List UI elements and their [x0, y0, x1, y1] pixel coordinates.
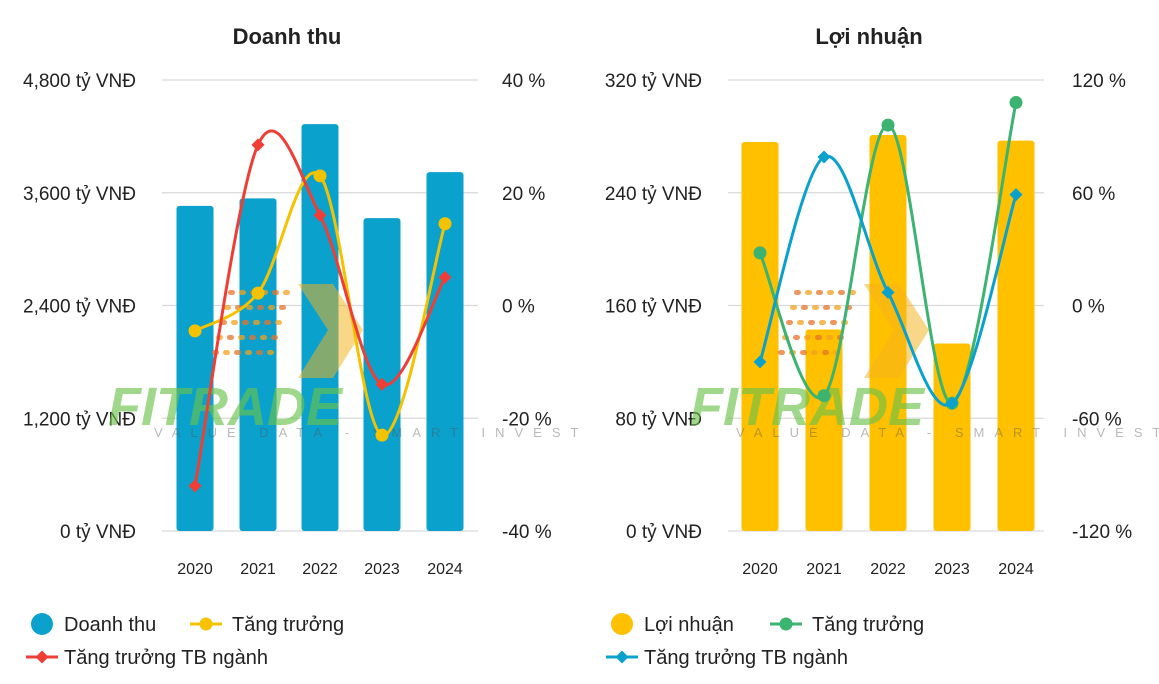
bar: [239, 198, 277, 531]
watermark-brand: FITRADE: [108, 377, 344, 437]
chart-panel-1: Doanh thu 0 tỷ VNĐ -40 % 1,200 tỷ VNĐ -20 % 2…: [23, 24, 588, 669]
x-axis-tick-label: 2024: [998, 561, 1034, 578]
left-axis-tick-label: 80 tỷ VNĐ: [615, 409, 702, 430]
data-point: [817, 389, 831, 403]
right-axis-tick-label: 120 %: [1072, 71, 1126, 92]
data-point: [1009, 188, 1023, 202]
watermark-tagline: VALUE DATA - SMART INVEST: [736, 425, 1159, 440]
bar: [363, 218, 401, 531]
data-point: [881, 285, 895, 299]
data-point: [753, 355, 767, 369]
right-axis-tick-label: -20 %: [502, 409, 552, 430]
x-axis-tick-label: 2021: [240, 561, 276, 578]
legend-label: Lợi nhuận: [644, 614, 734, 636]
left-axis-tick-label: 2,400 tỷ VNĐ: [23, 297, 136, 318]
data-point: [945, 396, 959, 410]
chart-title: Lợi nhuận: [815, 24, 922, 49]
data-point: [1009, 96, 1023, 110]
data-point: [251, 286, 265, 300]
left-axis-tick-label: 0 tỷ VNĐ: [60, 522, 136, 543]
legend-label: Doanh thu: [64, 614, 156, 636]
right-axis-tick-label: -120 %: [1072, 522, 1132, 543]
left-axis-tick-label: 320 tỷ VNĐ: [605, 71, 702, 92]
right-axis-tick-label: 40 %: [502, 71, 545, 92]
x-axis-tick-label: 2023: [364, 561, 400, 578]
x-axis-tick-label: 2021: [806, 561, 842, 578]
data-point: [753, 246, 767, 260]
bar: [301, 124, 339, 532]
data-point: [881, 118, 895, 132]
left-axis-tick-label: 0 tỷ VNĐ: [626, 522, 702, 543]
data-point: [251, 138, 265, 152]
data-point: [438, 217, 452, 231]
right-axis-tick-label: 60 %: [1072, 184, 1115, 205]
data-point: [375, 428, 389, 442]
left-axis-tick-label: 4,800 tỷ VNĐ: [23, 71, 136, 92]
legend-swatch-marker: [199, 617, 213, 631]
legend-swatch-marker: [779, 617, 793, 631]
left-axis-tick-label: 1,200 tỷ VNĐ: [23, 409, 136, 430]
legend-label: Tăng trưởng: [232, 614, 344, 636]
bar: [176, 205, 214, 531]
bar: [805, 329, 843, 531]
data-point: [438, 270, 452, 284]
legend-swatch-marker: [35, 650, 49, 664]
left-axis-tick-label: 160 tỷ VNĐ: [605, 297, 702, 318]
bar: [869, 134, 907, 531]
right-axis-tick-label: 0 %: [502, 297, 535, 318]
legend-swatch-bar: [611, 613, 633, 635]
data-point: [375, 377, 389, 391]
series-line-2: [193, 129, 447, 487]
x-axis-tick-label: 2020: [177, 561, 213, 578]
left-axis-tick-label: 3,600 tỷ VNĐ: [23, 184, 136, 205]
right-axis-tick-label: -40 %: [502, 522, 552, 543]
x-axis-tick-label: 2020: [742, 561, 778, 578]
left-axis-tick-label: 240 tỷ VNĐ: [605, 184, 702, 205]
legend-label: Tăng trưởng: [812, 614, 924, 636]
x-axis-tick-label: 2022: [870, 561, 906, 578]
legend-swatch-bar: [31, 613, 53, 635]
data-point: [313, 208, 327, 222]
right-axis-tick-label: 0 %: [1072, 297, 1105, 318]
x-axis-tick-label: 2023: [934, 561, 970, 578]
data-point: [188, 324, 202, 338]
data-point: [188, 479, 202, 493]
data-point: [817, 150, 831, 164]
watermark-tagline: VALUE DATA - SMART INVEST: [154, 425, 588, 440]
x-axis-tick-label: 2022: [302, 561, 338, 578]
right-axis-tick-label: 20 %: [502, 184, 545, 205]
x-axis-tick-label: 2024: [427, 561, 463, 578]
bar: [997, 140, 1035, 531]
bar: [741, 142, 779, 531]
chart-title: Doanh thu: [233, 24, 342, 49]
data-point: [313, 169, 327, 183]
legend: Lợi nhuận Tăng trưởng Tăng trưởng TB ngành: [606, 613, 924, 669]
legend-label: Tăng trưởng TB ngành: [64, 647, 268, 669]
legend-swatch-marker: [615, 650, 629, 664]
chart-panel-2: Lợi nhuận 0 tỷ VNĐ -120 % 80 tỷ VNĐ -60 % 160…: [605, 24, 1159, 669]
legend: Doanh thu Tăng trưởng Tăng trưởng TB ngành: [26, 613, 344, 669]
right-axis-tick-label: -60 %: [1072, 409, 1122, 430]
legend-label: Tăng trưởng TB ngành: [644, 647, 848, 669]
